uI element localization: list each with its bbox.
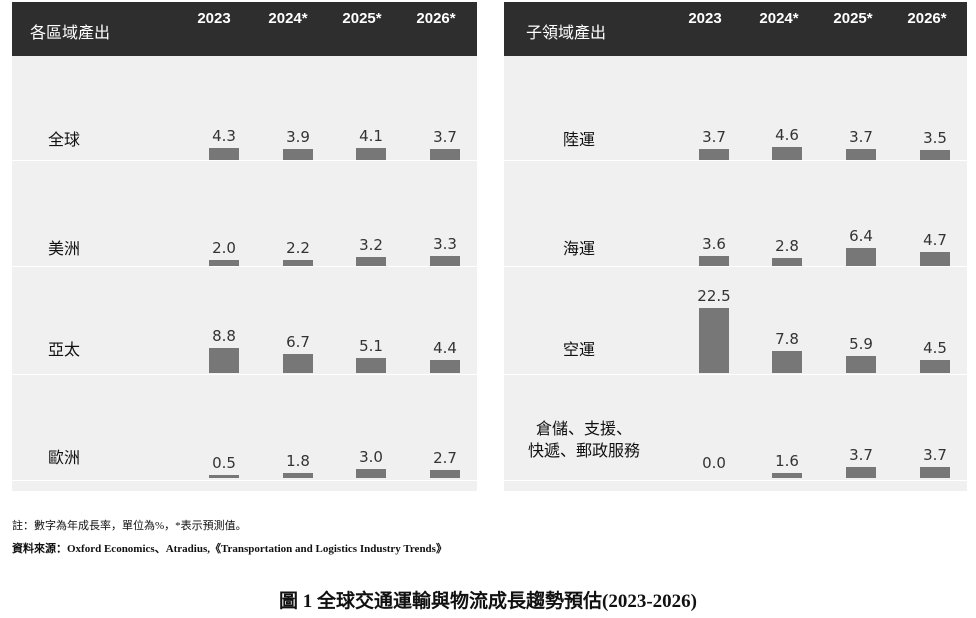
year-header: 2025*	[342, 10, 382, 27]
data-label: 4.1	[359, 127, 383, 146]
row-label-line: 快遞、郵政服務	[527, 441, 640, 460]
data-label: 4.6	[775, 125, 799, 144]
bar	[430, 470, 460, 478]
data-label: 22.5	[697, 287, 731, 306]
year-header: 2024*	[759, 10, 799, 27]
data-label: 4.5	[923, 339, 947, 358]
bar	[846, 356, 876, 373]
data-label: 0.5	[212, 454, 236, 472]
row-label-europe: 歐洲	[48, 448, 81, 467]
bar	[209, 260, 239, 266]
regional-output-panel: 各區域產出 2023 2024* 2025* 2026*	[12, 2, 477, 491]
row-label-land-transport: 陸運	[563, 130, 596, 149]
data-label: 5.9	[849, 335, 873, 353]
figure-caption: 圖 1 全球交通運輸與物流成長趨勢預估(2023-2026)	[279, 591, 697, 612]
row-divider	[504, 374, 967, 375]
row-label-americas: 美洲	[48, 239, 81, 258]
bar	[209, 147, 239, 160]
bar	[920, 360, 950, 373]
bar	[356, 148, 386, 160]
bar	[283, 148, 313, 160]
bar	[772, 146, 802, 160]
panel-header: 各區域產出 2023 2024* 2025* 2026*	[12, 2, 477, 56]
data-label: 3.6	[702, 234, 726, 253]
bar	[772, 473, 802, 478]
data-label: 2.2	[286, 238, 310, 257]
bar	[920, 467, 950, 478]
data-label: 3.7	[433, 128, 457, 147]
data-label: 7.8	[775, 329, 799, 348]
bar	[430, 149, 460, 160]
data-label: 2.8	[775, 236, 799, 255]
bar	[283, 259, 313, 266]
row-label-global: 全球	[48, 130, 81, 149]
subsector-output-panel: 子領域產出 2023 2024* 2025* 2026*	[504, 2, 967, 491]
year-header: 2024*	[268, 10, 308, 27]
data-label: 1.8	[286, 451, 310, 470]
bar	[772, 350, 802, 373]
panel-header: 子領域產出 2023 2024* 2025* 2026*	[504, 2, 967, 56]
data-label: 2.7	[433, 449, 457, 468]
row-divider	[12, 160, 477, 161]
bar	[846, 149, 876, 160]
bar	[699, 308, 729, 373]
footnote: 註：數字為年成長率，單位為%，*表示預測值。	[12, 520, 247, 532]
year-header: 2023	[688, 10, 722, 27]
data-label: 8.8	[212, 326, 236, 345]
bar	[699, 149, 729, 160]
bar	[356, 469, 386, 478]
bar	[356, 358, 386, 373]
bar	[846, 467, 876, 478]
bar	[772, 257, 802, 266]
data-label: 3.7	[923, 446, 947, 465]
data-label: 4.7	[923, 231, 947, 250]
row-divider	[504, 266, 967, 267]
bar	[920, 149, 950, 160]
bar	[430, 256, 460, 266]
data-label: 0.0	[702, 454, 726, 472]
bar	[283, 472, 313, 478]
row-label-air-transport: 空運	[563, 340, 596, 359]
panel-title: 各區域產出	[30, 23, 111, 42]
data-label: 4.4	[433, 339, 457, 358]
data-label: 3.7	[849, 128, 873, 147]
row-divider	[12, 480, 477, 481]
bar	[209, 475, 239, 478]
row-label-line: 倉儲、支援、	[535, 419, 632, 438]
data-label: 3.9	[286, 127, 310, 146]
source-note: 資料來源：Oxford Economics、Atradius,《Transpor…	[12, 543, 447, 555]
bar	[209, 347, 239, 373]
row-divider	[504, 480, 967, 481]
panel-title: 子領域產出	[526, 23, 607, 42]
data-label: 3.2	[359, 235, 383, 254]
row-divider	[12, 266, 477, 267]
data-label: 3.5	[923, 128, 947, 147]
year-header: 2026*	[416, 10, 456, 27]
bar	[283, 353, 313, 373]
bar	[846, 247, 876, 266]
year-header: 2026*	[907, 10, 947, 27]
year-header: 2023	[197, 10, 231, 27]
year-header: 2025*	[833, 10, 873, 27]
data-label: 6.7	[286, 332, 310, 351]
bar	[920, 252, 950, 266]
bar	[356, 256, 386, 266]
row-label-asia-pacific: 亞太	[48, 340, 81, 359]
data-label: 3.0	[359, 448, 383, 467]
data-label: 1.6	[775, 452, 799, 471]
data-label: 6.4	[849, 226, 873, 245]
data-label: 2.0	[212, 239, 236, 258]
row-label-warehousing-postal: 倉儲、支援、 快遞、郵政服務	[514, 418, 654, 462]
data-label: 3.3	[433, 235, 457, 254]
bar	[699, 255, 729, 266]
data-label: 3.7	[849, 446, 873, 465]
row-divider	[12, 374, 477, 375]
data-label: 5.1	[359, 337, 383, 356]
bar	[430, 360, 460, 373]
data-label: 4.3	[212, 126, 236, 145]
row-label-sea-transport: 海運	[563, 239, 596, 258]
row-divider	[504, 160, 967, 161]
data-label: 3.7	[702, 128, 726, 147]
